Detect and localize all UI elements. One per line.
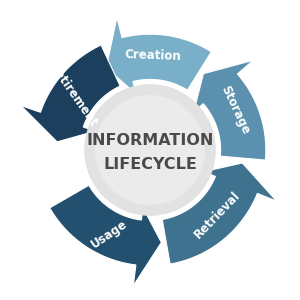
Text: Retirement: Retirement	[46, 62, 100, 130]
Polygon shape	[106, 17, 212, 94]
Circle shape	[96, 96, 204, 204]
Circle shape	[85, 85, 215, 215]
Polygon shape	[21, 45, 120, 142]
Text: Usage: Usage	[88, 218, 129, 251]
Polygon shape	[50, 185, 161, 286]
Text: LIFECYCLE: LIFECYCLE	[103, 157, 197, 172]
Polygon shape	[194, 60, 266, 160]
Text: Creation: Creation	[125, 49, 182, 63]
Polygon shape	[162, 163, 277, 264]
Text: Storage: Storage	[218, 84, 252, 137]
Text: Retrieval: Retrieval	[192, 189, 243, 242]
Text: INFORMATION: INFORMATION	[86, 134, 214, 148]
